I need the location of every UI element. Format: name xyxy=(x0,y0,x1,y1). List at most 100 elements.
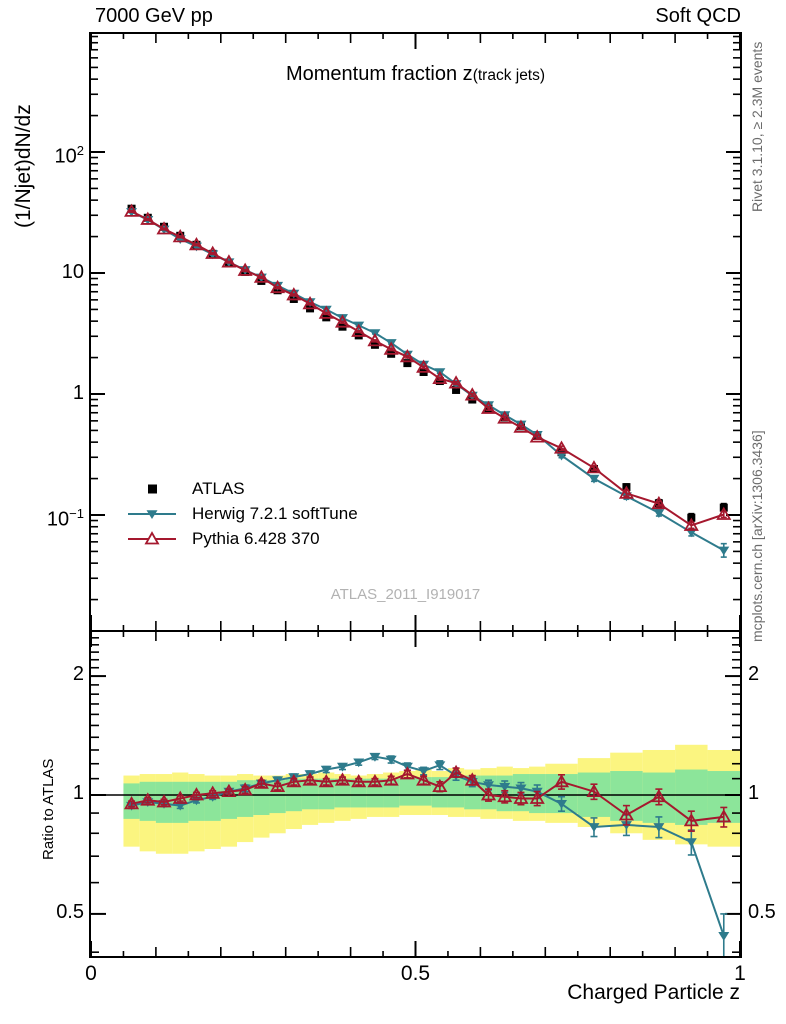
data-point-triangle-open xyxy=(683,517,699,531)
data-point-triangle-open xyxy=(318,773,334,788)
legend-row-atlas: ATLAS xyxy=(126,476,358,501)
ratio-series xyxy=(124,752,732,956)
atlas-marker-icon xyxy=(148,484,157,493)
herwig-marker-icon xyxy=(128,509,176,519)
ratio-frame xyxy=(89,630,742,958)
data-point-triangle-down xyxy=(369,752,381,762)
x-tick-label: 0.5 xyxy=(400,962,431,985)
data-point-triangle-open xyxy=(367,773,383,788)
panel-frames xyxy=(89,32,742,958)
legend: ATLAS Herwig 7.2.1 softTune Pythia 6.428… xyxy=(126,476,358,551)
legend-row-herwig: Herwig 7.2.1 softTune xyxy=(126,501,358,526)
green-band-bin xyxy=(383,778,400,808)
data-point-triangle-open xyxy=(156,221,172,235)
data-point-triangle-open xyxy=(334,772,351,786)
green-band-bin xyxy=(301,778,319,810)
data-point-triangle-open xyxy=(618,485,634,499)
legend-label-pythia: Pythia 6.428 370 xyxy=(192,528,320,548)
data-point-triangle-open xyxy=(683,813,699,827)
data-point-triangle-down xyxy=(499,411,511,421)
data-point-triangle-open xyxy=(432,778,448,793)
data-point-triangle-open xyxy=(367,333,383,347)
pythia-marker-icon xyxy=(128,530,176,544)
data-point-triangle-open xyxy=(529,790,545,804)
data-point-triangle-open xyxy=(237,782,253,796)
data-point-triangle-open xyxy=(302,772,318,786)
data-point-triangle-open xyxy=(497,410,513,424)
data-point-triangle-down xyxy=(434,761,446,771)
green-band-bin xyxy=(447,777,465,808)
data-point-triangle-open xyxy=(270,279,286,294)
data-point-triangle-open xyxy=(618,807,634,821)
ratio-y-tick-label-right: 0.5 xyxy=(748,900,776,923)
data-point-triangle-down xyxy=(353,758,365,768)
data-point-triangle-open xyxy=(172,229,188,243)
data-point-triangle-open xyxy=(432,370,448,385)
data-point-triangle-down xyxy=(556,799,568,809)
data-point-triangle-open xyxy=(351,773,367,788)
ratio-y-tick-label-left: 1 xyxy=(72,782,84,804)
data-point-square xyxy=(435,377,444,386)
analysis-watermark: ATLAS_2011_I919017 xyxy=(330,586,481,603)
data-point-triangle-down xyxy=(499,782,511,792)
ratio-y-tick-label-right: 2 xyxy=(748,663,760,686)
mcplots-reference-note: mcplots.cern.ch [arXiv:1306.3436] xyxy=(749,430,765,642)
ratio-y-tick-label-right: 1 xyxy=(748,782,760,804)
data-point-triangle-open xyxy=(188,236,205,251)
ratio-y-axis-label: Ratio to ATLAS xyxy=(40,758,57,860)
spectrum-series xyxy=(124,203,732,558)
data-point-triangle-open xyxy=(253,775,269,789)
data-point-triangle-open xyxy=(253,269,269,283)
data-point-triangle-down xyxy=(320,305,332,315)
data-point-triangle-open xyxy=(237,262,253,276)
main-y-tick-label: 10−1 xyxy=(46,506,84,531)
data-point-triangle-open xyxy=(124,203,140,217)
data-point-triangle-open xyxy=(383,341,399,355)
data-point-triangle-down xyxy=(288,773,300,783)
data-point-triangle-open xyxy=(318,305,334,319)
main-y-tick-label: 1 xyxy=(72,382,84,404)
data-point-triangle-down xyxy=(336,762,348,772)
data-point-triangle-open xyxy=(448,764,464,778)
axis-ticks xyxy=(90,34,741,956)
data-point-triangle-open xyxy=(480,787,497,801)
data-point-triangle-open xyxy=(553,440,570,454)
data-point-triangle-open xyxy=(156,794,172,808)
data-point-triangle-open xyxy=(529,429,545,443)
legend-label-herwig: Herwig 7.2.1 softTune xyxy=(192,503,358,523)
data-point-triangle-open xyxy=(172,790,188,804)
data-point-triangle-open xyxy=(205,785,221,799)
data-point-triangle-open xyxy=(464,387,480,401)
data-point-triangle-open xyxy=(188,787,205,801)
data-point-square xyxy=(452,385,461,394)
atlas-data-series xyxy=(127,204,728,523)
data-point-triangle-open xyxy=(351,323,367,337)
data-point-triangle-down xyxy=(515,784,527,794)
ratio-y-tick-label-left: 0.5 xyxy=(56,900,84,923)
main-y-tick-label: 102 xyxy=(54,143,84,168)
data-point-triangle-down xyxy=(718,546,730,556)
data-point-triangle-open xyxy=(124,795,140,810)
ratio-y-tick-label-left: 2 xyxy=(72,663,84,686)
data-point-triangle-open xyxy=(513,790,529,804)
data-point-triangle-open xyxy=(513,419,529,433)
x-tick-label: 1 xyxy=(734,962,746,985)
data-point-triangle-open xyxy=(286,287,302,301)
data-point-triangle-down xyxy=(588,474,600,484)
data-point-triangle-open xyxy=(651,788,667,803)
data-point-triangle-down xyxy=(418,767,430,777)
pythia-curve xyxy=(124,203,732,531)
data-point-triangle-open xyxy=(399,348,415,363)
data-point-square xyxy=(403,359,412,368)
data-point-triangle-open xyxy=(416,359,432,373)
data-point-triangle-open xyxy=(716,506,732,520)
data-point-triangle-down xyxy=(174,801,186,811)
data-point-triangle-down xyxy=(385,755,397,765)
plot-title: Momentum fraction z(track jets) xyxy=(90,63,741,86)
plot-title-sub: (track jets) xyxy=(472,67,546,84)
data-point-triangle-open xyxy=(586,783,602,798)
data-point-triangle-open xyxy=(399,766,415,780)
data-point-triangle-down xyxy=(718,932,730,941)
